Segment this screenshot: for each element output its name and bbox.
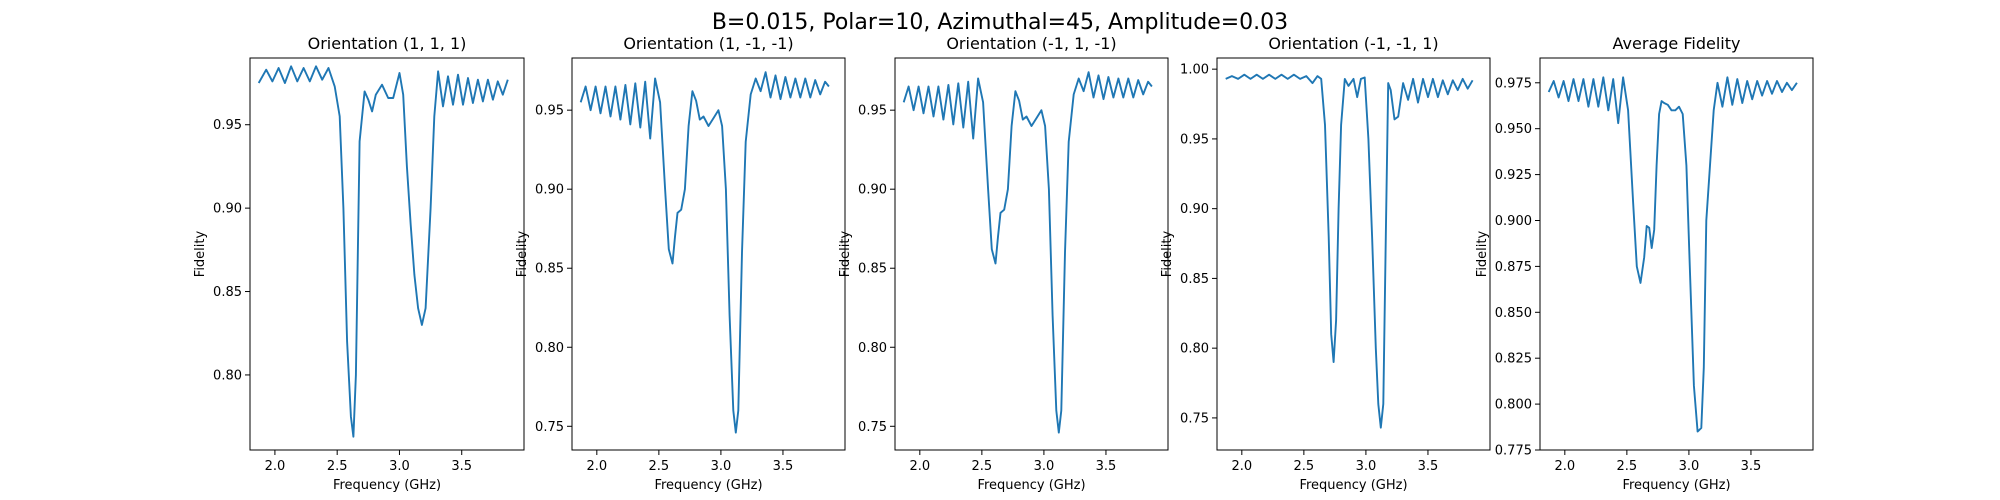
y-tick-label: 1.00 (1180, 63, 1209, 78)
x-axis-label: Frequency (GHz) (977, 478, 1085, 493)
x-tick-label: 3.0 (1034, 459, 1055, 474)
y-tick-label: 0.80 (535, 341, 564, 356)
subplot-1: 2.0 2.5 3.0 3.5 0.80 0.85 0.90 0.95 Orientation … (193, 34, 525, 493)
x-axis-label: Frequency (GHz) (1622, 478, 1730, 493)
y-tick-label: 0.75 (858, 420, 887, 435)
x-tick-label: 3.5 (1096, 459, 1117, 474)
x-tick-label: 3.5 (1418, 459, 1439, 474)
y-axis-label: Fidelity (838, 230, 853, 277)
x-tick-label: 2.5 (1617, 459, 1638, 474)
y-tick-label: 0.925 (1495, 168, 1532, 183)
y-tick-label: 0.775 (1495, 444, 1532, 459)
x-tick-label: 3.5 (773, 459, 794, 474)
plot-frame (1539, 57, 1814, 451)
plot-frame (249, 57, 525, 451)
x-tick-label: 2.0 (586, 459, 607, 474)
subplot-3: 2.0 2.5 3.0 3.5 0.75 0.80 0.85 0.90 0.95 Orientat… (838, 34, 1169, 493)
y-tick-label: 0.875 (1495, 260, 1532, 275)
x-axis-label: Frequency (GHz) (333, 478, 441, 493)
y-tick-label: 0.85 (535, 262, 564, 277)
plot-frame (1216, 57, 1491, 451)
x-tick-label: 3.0 (389, 459, 410, 474)
x-tick-label: 2.5 (1294, 459, 1315, 474)
y-tick-label: 0.95 (858, 104, 887, 119)
y-tick-label: 0.85 (1180, 272, 1209, 287)
y-axis-label: Fidelity (193, 230, 208, 277)
x-tick-label: 3.0 (1356, 459, 1377, 474)
x-axis-label: Frequency (GHz) (654, 478, 762, 493)
x-tick-label: 2.5 (327, 459, 348, 474)
plot-frame (894, 57, 1169, 451)
x-tick-label: 2.5 (972, 459, 993, 474)
y-axis-label: Fidelity (1160, 230, 1175, 277)
x-tick-label: 3.5 (1741, 459, 1762, 474)
y-tick-label: 0.800 (1495, 398, 1532, 413)
subplot-title: Average Fidelity (1613, 34, 1741, 53)
series-line (257, 65, 509, 438)
series-line (579, 71, 830, 434)
y-tick-label: 0.75 (535, 420, 564, 435)
x-tick-label: 2.5 (649, 459, 670, 474)
y-tick-label: 0.75 (1180, 411, 1209, 426)
x-tick-label: 3.0 (711, 459, 732, 474)
y-tick-label: 0.80 (213, 368, 242, 383)
y-tick-label: 0.90 (535, 183, 564, 198)
y-tick-label: 0.950 (1495, 122, 1532, 137)
x-tick-label: 2.0 (1554, 459, 1575, 474)
y-tick-label: 0.80 (858, 341, 887, 356)
subplot-title: Orientation (-1, 1, -1) (946, 34, 1116, 53)
subplot-5: 2.0 2.5 3.0 3.5 0.775 0.800 0.825 0.850 0.875 0.9… (1475, 34, 1814, 493)
x-tick-label: 3.5 (451, 459, 472, 474)
y-tick-label: 0.850 (1495, 306, 1532, 321)
y-tick-label: 0.95 (535, 104, 564, 119)
y-axis-label: Fidelity (515, 230, 530, 277)
y-tick-label: 0.95 (213, 118, 242, 133)
series-line (1225, 73, 1474, 429)
y-tick-label: 0.825 (1495, 352, 1532, 367)
x-tick-label: 2.0 (265, 459, 286, 474)
plot-frame (571, 57, 846, 451)
y-tick-label: 0.900 (1495, 214, 1532, 229)
x-tick-label: 2.0 (909, 459, 930, 474)
y-tick-label: 0.95 (1180, 132, 1209, 147)
subplot-title: Orientation (1, -1, -1) (623, 34, 793, 53)
series-line (1547, 76, 1798, 433)
y-tick-label: 0.80 (1180, 342, 1209, 357)
y-tick-label: 0.85 (213, 285, 242, 300)
x-tick-label: 2.0 (1231, 459, 1252, 474)
x-axis-label: Frequency (GHz) (1299, 478, 1407, 493)
y-tick-label: 0.90 (213, 202, 242, 217)
y-tick-label: 0.975 (1495, 76, 1532, 91)
series-line (902, 71, 1153, 434)
subplot-2: 2.0 2.5 3.0 3.5 0.75 0.80 0.85 0.90 0.95 Orientat… (515, 34, 846, 493)
y-axis-label: Fidelity (1475, 230, 1490, 277)
subplot-title: Orientation (-1, -1, 1) (1268, 34, 1438, 53)
y-tick-label: 0.90 (858, 183, 887, 198)
y-tick-label: 0.90 (1180, 202, 1209, 217)
figure-suptitle: B=0.015, Polar=10, Azimuthal=45, Amplitu… (712, 10, 1288, 35)
x-tick-label: 3.0 (1679, 459, 1700, 474)
subplot-4: 2.0 2.5 3.0 3.5 0.75 0.80 0.85 0.90 0.95 1.00 Orie… (1160, 34, 1491, 493)
subplot-title: Orientation (1, 1, 1) (308, 34, 467, 53)
y-tick-label: 0.85 (858, 262, 887, 277)
